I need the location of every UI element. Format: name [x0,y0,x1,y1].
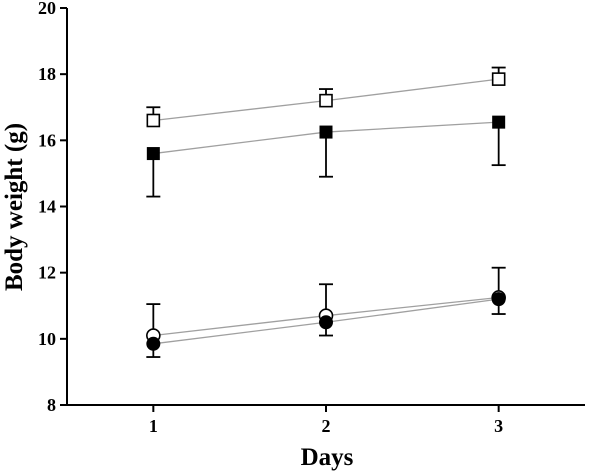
series-1-point [319,93,333,108]
x-tick-label: 3 [494,416,503,436]
series-4-point [491,292,506,307]
axes [66,8,585,406]
y-tick-label: 20 [38,0,56,18]
y-tick-label: 14 [38,197,56,217]
y-axis-title: Body weight (g) [1,123,28,291]
series-1-point [146,113,161,128]
y-tick-label: 16 [38,130,56,150]
y-axis-ticks: 8 10 12 14 16 18 20 [38,0,67,415]
x-tick-label: 1 [149,416,158,436]
y-tick-label: 18 [38,64,56,84]
y-tick-label: 10 [38,329,56,349]
x-axis-ticks: 1 2 3 [149,405,503,436]
series-2-point [319,125,333,139]
x-axis-title: Days [301,444,354,471]
y-tick-label: 8 [47,395,56,415]
series-2-point [492,115,506,129]
series-layer [146,66,506,358]
series-1-point [491,72,506,86]
series-4-point [146,336,161,351]
series-4-point [319,315,333,330]
y-tick-label: 12 [38,263,56,283]
x-tick-label: 2 [322,416,331,436]
series-2-point [146,147,160,161]
